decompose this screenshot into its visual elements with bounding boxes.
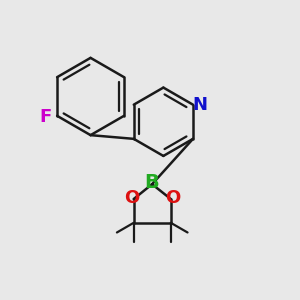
Text: F: F (40, 108, 52, 126)
Text: B: B (145, 173, 160, 192)
Text: N: N (192, 96, 207, 114)
Text: O: O (165, 189, 180, 207)
Text: O: O (124, 189, 140, 207)
